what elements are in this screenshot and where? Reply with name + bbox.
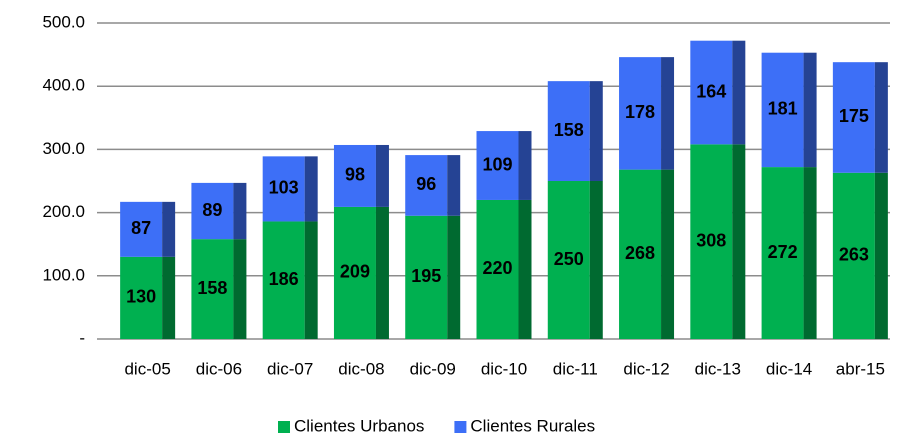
- value-label: 268: [625, 243, 655, 263]
- bar-segment: [690, 40, 733, 145]
- value-label: 158: [554, 120, 584, 140]
- bar-side: [447, 155, 461, 216]
- bar-side: [518, 199, 532, 339]
- x-tick-label: dic-14: [766, 359, 812, 378]
- bar-side: [589, 81, 603, 181]
- y-tick-label: -: [79, 328, 85, 347]
- bar-segment: [405, 215, 448, 339]
- value-label: 96: [416, 174, 436, 194]
- y-tick-label: 100.0: [42, 265, 85, 284]
- bar-side: [375, 144, 389, 207]
- legend-swatch: [454, 421, 467, 433]
- bar-side: [162, 201, 176, 257]
- bar-segment: [832, 172, 875, 339]
- bar-side: [874, 172, 888, 339]
- value-label: 186: [269, 269, 299, 289]
- x-tick-label: dic-06: [196, 359, 242, 378]
- bar-side: [233, 239, 247, 339]
- bar-side: [661, 57, 675, 170]
- value-label: 181: [768, 99, 798, 119]
- bar-side: [304, 221, 318, 339]
- bar-side: [661, 169, 675, 339]
- legend-label: Clientes Rurales: [470, 416, 595, 435]
- bar-segment: [120, 256, 163, 339]
- x-tick-label: dic-08: [338, 359, 384, 378]
- y-tick-label: 400.0: [42, 76, 85, 95]
- bar-segment: [191, 239, 234, 339]
- bar-side: [589, 181, 603, 339]
- bar-side: [803, 52, 817, 168]
- bar-segment: [333, 144, 376, 207]
- value-label: 220: [482, 258, 512, 278]
- bar-side: [803, 167, 817, 339]
- bar-segment: [333, 206, 376, 339]
- x-tick-label: dic-12: [623, 359, 669, 378]
- bar-segment: [619, 169, 662, 339]
- y-tick-label: 300.0: [42, 139, 85, 158]
- bar-segment: [191, 182, 234, 240]
- legend-swatch: [278, 421, 290, 433]
- bar-side: [447, 215, 461, 339]
- x-tick-label: dic-09: [410, 359, 456, 378]
- value-label: 98: [345, 165, 365, 185]
- value-label: 250: [554, 249, 584, 269]
- value-label: 87: [131, 218, 151, 238]
- x-tick-label: dic-13: [695, 359, 741, 378]
- bar-side: [304, 156, 318, 222]
- bar-segment: [761, 52, 804, 168]
- value-label: 209: [340, 262, 370, 282]
- value-label: 175: [839, 106, 869, 126]
- bar-segment: [262, 221, 305, 339]
- value-label: 109: [482, 154, 512, 174]
- bar-side: [518, 131, 532, 200]
- value-label: 272: [768, 242, 798, 262]
- bar-side: [233, 182, 247, 240]
- bar-side: [732, 144, 746, 339]
- bar-segment: [832, 62, 875, 173]
- y-tick-label: 200.0: [42, 202, 85, 221]
- bar-segment: [547, 181, 590, 339]
- value-label: 308: [696, 230, 726, 250]
- value-label: 164: [696, 81, 726, 101]
- bar-segment: [405, 155, 448, 216]
- bar-segment: [476, 131, 519, 200]
- legend-label: Clientes Urbanos: [294, 416, 424, 435]
- bar-side: [732, 40, 746, 145]
- value-label: 178: [625, 102, 655, 122]
- bar-segment: [690, 144, 733, 339]
- bar-side: [874, 62, 888, 173]
- value-label: 103: [269, 178, 299, 198]
- x-tick-label: dic-07: [267, 359, 313, 378]
- x-tick-label: dic-11: [553, 359, 598, 378]
- bar-side: [375, 206, 389, 339]
- bar-segment: [476, 199, 519, 339]
- bar-side: [162, 256, 176, 339]
- bar-segment: [761, 167, 804, 339]
- x-tick-label: abr-15: [836, 359, 885, 378]
- y-tick-label: 500.0: [42, 12, 85, 31]
- bar-segment: [547, 81, 590, 181]
- bar-segment: [619, 57, 662, 170]
- x-tick-label: dic-10: [481, 359, 527, 378]
- value-label: 195: [411, 266, 441, 286]
- bar-segment: [120, 201, 163, 257]
- value-label: 263: [839, 245, 869, 265]
- value-label: 130: [126, 287, 156, 307]
- value-label: 158: [197, 278, 227, 298]
- bar-segment: [262, 156, 305, 222]
- x-tick-label: dic-05: [124, 359, 170, 378]
- value-label: 89: [202, 200, 222, 220]
